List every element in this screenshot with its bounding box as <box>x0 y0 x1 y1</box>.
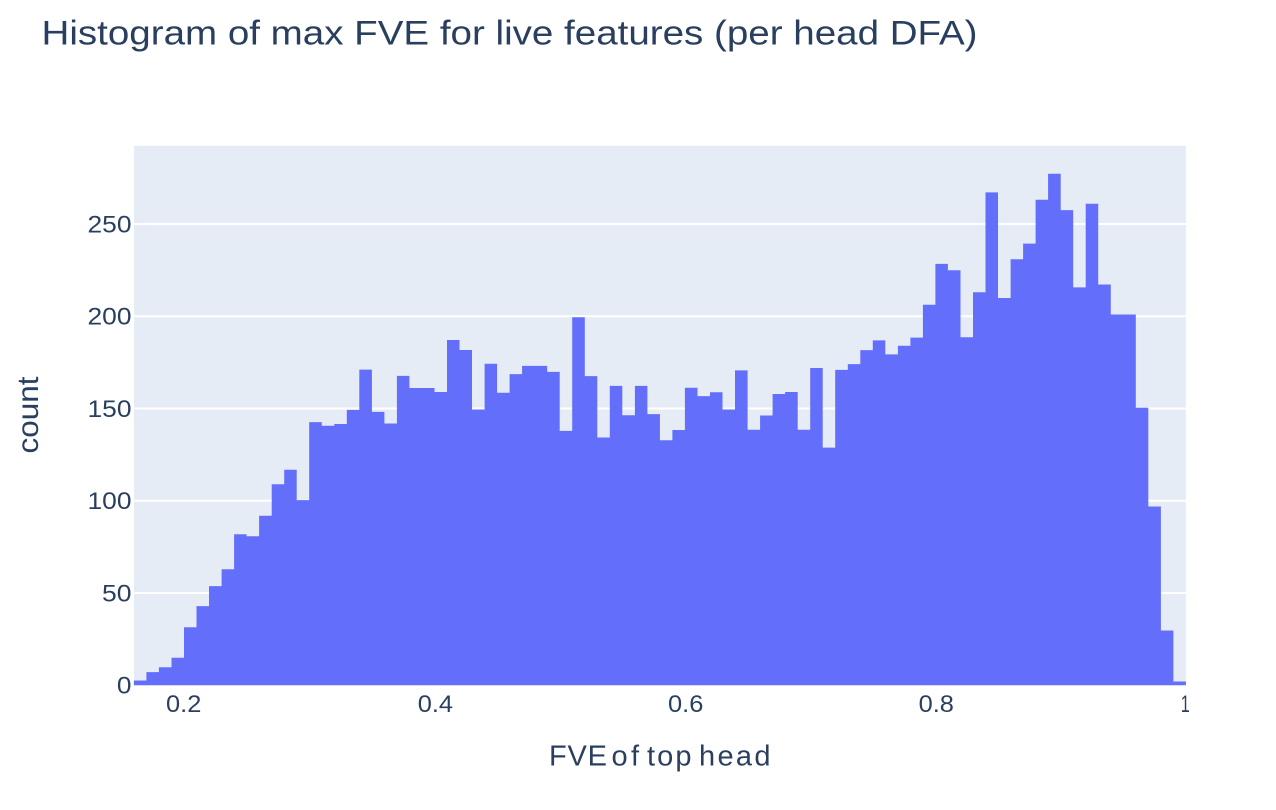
svg-text:0.4: 0.4 <box>418 691 453 718</box>
svg-text:0: 0 <box>117 673 132 700</box>
svg-text:0.2: 0.2 <box>166 691 201 718</box>
svg-text:1: 1 <box>1181 691 1190 718</box>
svg-text:0.6: 0.6 <box>668 691 703 718</box>
svg-text:150: 150 <box>88 396 132 423</box>
svg-text:200: 200 <box>88 304 132 331</box>
svg-text:50: 50 <box>102 581 132 608</box>
svg-text:Histogram of max FVE for live: Histogram of max FVE for live features (… <box>42 15 978 53</box>
svg-text:100: 100 <box>88 488 132 515</box>
svg-text:count: count <box>12 376 45 454</box>
svg-text:0.8: 0.8 <box>919 691 954 718</box>
svg-text:250: 250 <box>88 212 132 239</box>
